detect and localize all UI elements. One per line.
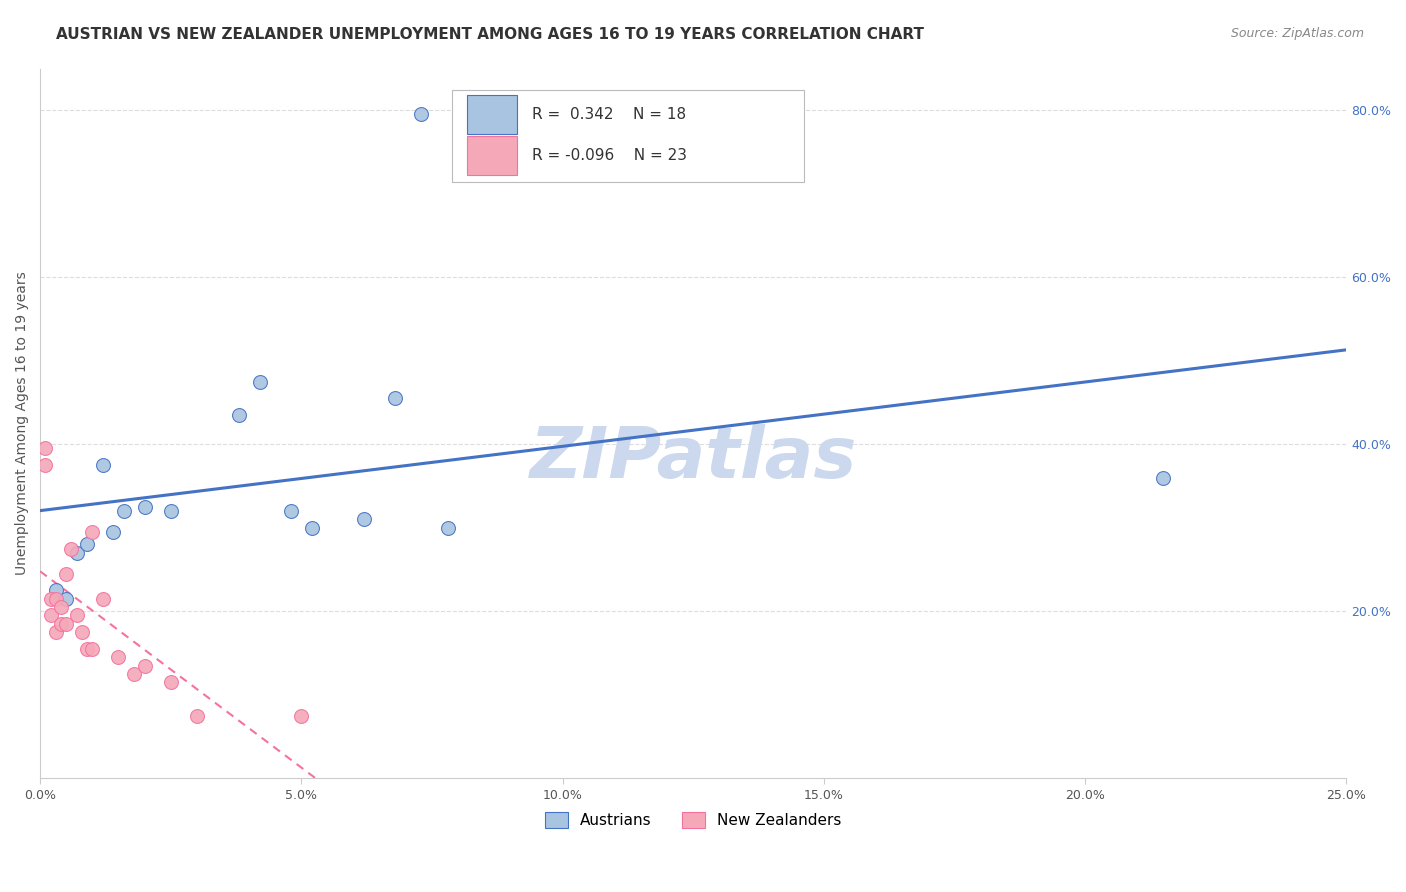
Point (66, 608, 89, 623)
Point (411, 107, 433, 121)
Point (39, 608, 62, 623)
Text: R = -0.096    N = 23: R = -0.096 N = 23 (533, 148, 688, 163)
Point (112, 504, 135, 518)
Point (280, 504, 302, 518)
Point (384, 392, 406, 406)
Point (55, 566, 77, 581)
Point (122, 666, 145, 681)
Bar (467, 136, 517, 176)
Point (60, 541, 83, 556)
Point (45, 625, 67, 640)
Point (91, 591, 114, 606)
Point (1152, 470, 1174, 484)
Point (55, 616, 77, 631)
Bar (467, 95, 517, 134)
Point (134, 500, 156, 514)
Point (301, 521, 323, 535)
Point (249, 375, 271, 389)
Point (290, 708, 312, 723)
Point (134, 658, 156, 673)
Point (82, 524, 104, 539)
Point (49, 600, 72, 615)
Point (34, 458, 56, 472)
Point (45, 591, 67, 606)
Point (228, 408, 250, 422)
Legend: Austrians, New Zealanders: Austrians, New Zealanders (538, 806, 848, 834)
Point (34, 442, 56, 456)
Point (70, 625, 93, 640)
Point (159, 675, 181, 690)
Point (39, 591, 62, 606)
Point (186, 708, 208, 723)
Point (159, 504, 181, 518)
Text: ZIPatlas: ZIPatlas (530, 425, 856, 493)
Point (76, 641, 98, 656)
Point (103, 524, 125, 539)
Text: AUSTRIAN VS NEW ZEALANDER UNEMPLOYMENT AMONG AGES 16 TO 19 YEARS CORRELATION CHA: AUSTRIAN VS NEW ZEALANDER UNEMPLOYMENT A… (56, 27, 924, 42)
FancyBboxPatch shape (451, 90, 804, 182)
Point (76, 537, 98, 551)
Point (49, 616, 72, 631)
Point (45, 583, 67, 598)
Point (66, 546, 89, 560)
Point (82, 641, 104, 656)
Point (91, 458, 114, 472)
Y-axis label: Unemployment Among Ages 16 to 19 years: Unemployment Among Ages 16 to 19 years (15, 271, 30, 575)
Point (436, 521, 458, 535)
Text: Source: ZipAtlas.com: Source: ZipAtlas.com (1230, 27, 1364, 40)
Text: R =  0.342    N = 18: R = 0.342 N = 18 (533, 107, 686, 122)
Point (55, 591, 77, 606)
Point (107, 650, 129, 665)
Point (353, 512, 375, 526)
